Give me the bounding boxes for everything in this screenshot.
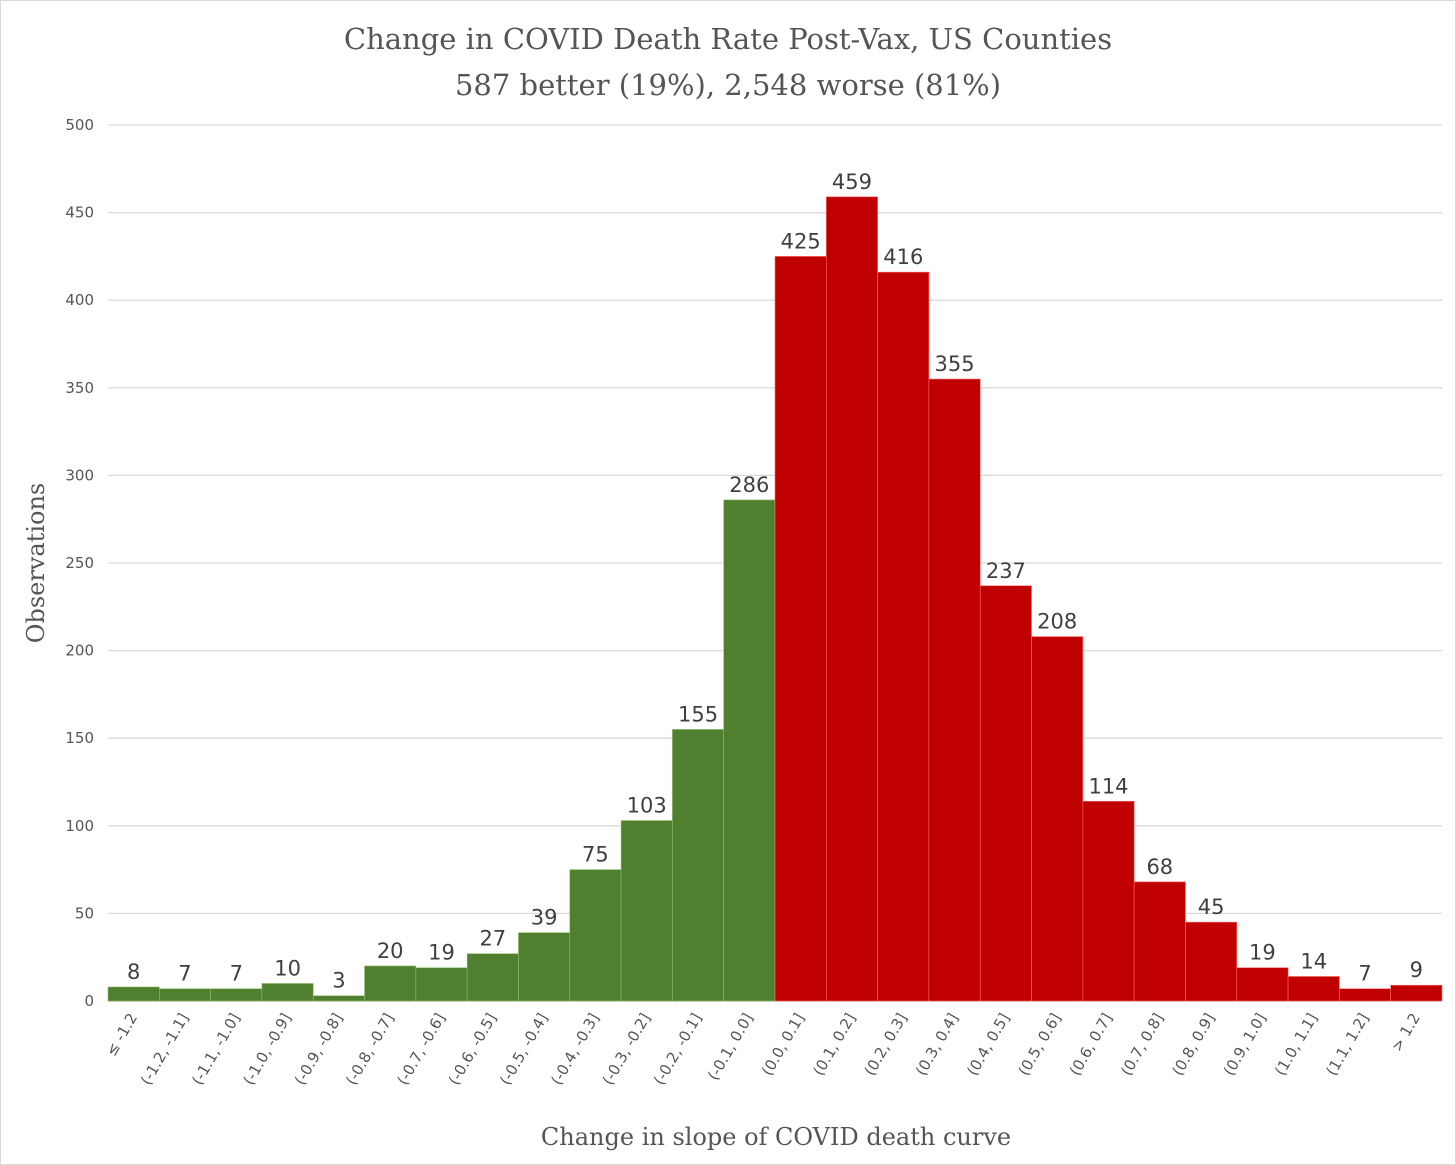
data-label: 286 bbox=[729, 473, 769, 497]
data-label: 68 bbox=[1146, 855, 1173, 879]
data-label: 459 bbox=[832, 170, 872, 194]
y-tick-label: 100 bbox=[65, 817, 94, 835]
x-tick-label: (-0.7, -0.6] bbox=[393, 1010, 448, 1088]
x-tick-label: > 1.2 bbox=[1388, 1010, 1424, 1055]
bar bbox=[979, 585, 1032, 1002]
chart-subtitle: 587 better (19%), 2,548 worse (81%) bbox=[455, 68, 1001, 102]
data-label: 39 bbox=[531, 906, 558, 930]
x-axis-ticks: ≤ -1.2(-1.2, -1.1](-1.1, -1.0](-1.0, -0.… bbox=[102, 1010, 1424, 1088]
x-tick-label: (-1.0, -0.9] bbox=[240, 1010, 295, 1088]
x-tick-label: (0.2, 0.3] bbox=[861, 1010, 911, 1079]
data-label: 8 bbox=[127, 960, 140, 984]
y-axis-label: Observations bbox=[22, 483, 50, 643]
bar bbox=[159, 988, 211, 1002]
x-tick-label: (-0.4, -0.3] bbox=[547, 1010, 602, 1088]
data-label: 45 bbox=[1198, 895, 1225, 919]
data-label: 10 bbox=[274, 956, 301, 980]
bar bbox=[1031, 636, 1084, 1002]
data-label: 20 bbox=[377, 939, 404, 963]
bar bbox=[364, 965, 417, 1002]
data-label: 7 bbox=[178, 962, 191, 986]
bar bbox=[774, 256, 827, 1002]
data-label: 237 bbox=[986, 559, 1026, 583]
bar bbox=[1082, 800, 1135, 1002]
bar bbox=[466, 953, 519, 1002]
x-tick-label: (0.3, 0.4] bbox=[912, 1010, 962, 1079]
bar bbox=[928, 378, 981, 1002]
x-tick-label: (-0.9, -0.8] bbox=[291, 1010, 346, 1088]
bar bbox=[672, 729, 724, 1002]
data-label: 3 bbox=[332, 969, 345, 993]
chart-title: Change in COVID Death Rate Post-Vax, US … bbox=[344, 22, 1112, 56]
data-label: 19 bbox=[428, 941, 455, 965]
data-label: 114 bbox=[1088, 774, 1128, 798]
data-label: 103 bbox=[627, 794, 667, 818]
data-label: 155 bbox=[678, 702, 718, 726]
x-tick-label: (-0.5, -0.4] bbox=[496, 1010, 551, 1088]
x-tick-label: ≤ -1.2 bbox=[102, 1010, 141, 1059]
data-label: 355 bbox=[935, 352, 975, 376]
bar bbox=[1133, 881, 1186, 1002]
x-tick-label: (0.4, 0.5] bbox=[963, 1010, 1013, 1079]
x-tick-label: (0.7, 0.8] bbox=[1117, 1010, 1167, 1079]
y-tick-label: 250 bbox=[65, 554, 94, 572]
data-label: 7 bbox=[1358, 962, 1371, 986]
x-tick-label: (-0.2, -0.1] bbox=[650, 1010, 705, 1088]
x-tick-label: (0.0, 0.1] bbox=[758, 1010, 808, 1079]
y-tick-label: 400 bbox=[65, 291, 94, 309]
y-tick-label: 0 bbox=[84, 992, 94, 1010]
x-tick-label: (-0.1, 0.0] bbox=[704, 1010, 757, 1083]
data-label: 7 bbox=[230, 962, 243, 986]
x-tick-label: (0.1, 0.2] bbox=[809, 1010, 859, 1079]
data-label: 425 bbox=[781, 229, 821, 253]
y-tick-label: 350 bbox=[65, 379, 94, 397]
x-tick-label: (-0.3, -0.2] bbox=[599, 1010, 654, 1088]
bar bbox=[1390, 984, 1443, 1002]
bar bbox=[620, 820, 673, 1002]
bar bbox=[518, 932, 571, 1002]
data-label: 208 bbox=[1037, 610, 1077, 634]
data-label: 416 bbox=[883, 245, 923, 269]
bar bbox=[569, 869, 622, 1002]
x-tick-label: (0.6, 0.7] bbox=[1066, 1010, 1116, 1079]
x-tick-label: (1.0, 1.1] bbox=[1271, 1010, 1321, 1079]
x-tick-label: (0.9, 1.0] bbox=[1220, 1010, 1270, 1079]
data-label: 75 bbox=[582, 843, 609, 867]
bars bbox=[107, 196, 1443, 1002]
y-axis-ticks: 0 50 100 150 200 250 300 350 400 450 500 bbox=[65, 116, 94, 1010]
x-tick-label: (0.5, 0.6] bbox=[1015, 1010, 1065, 1079]
bar bbox=[1185, 921, 1238, 1002]
bar bbox=[1236, 967, 1289, 1002]
x-tick-label: (0.8, 0.9] bbox=[1169, 1010, 1219, 1079]
x-tick-label: (1.1, 1.2] bbox=[1322, 1010, 1372, 1079]
data-label: 19 bbox=[1249, 941, 1276, 965]
y-tick-label: 450 bbox=[65, 204, 94, 222]
data-label: 9 bbox=[1410, 958, 1423, 982]
x-tick-label: (-1.1, -1.0] bbox=[188, 1010, 243, 1088]
bar bbox=[1287, 976, 1340, 1002]
bar bbox=[107, 986, 160, 1002]
bar bbox=[261, 983, 314, 1002]
bar bbox=[312, 995, 365, 1002]
bar bbox=[723, 499, 776, 1002]
x-axis-label: Change in slope of COVID death curve bbox=[541, 1123, 1011, 1151]
x-tick-label: (-0.8, -0.7] bbox=[342, 1010, 397, 1088]
bar bbox=[877, 271, 930, 1002]
bar bbox=[1339, 988, 1391, 1002]
y-tick-label: 150 bbox=[65, 729, 94, 747]
bar bbox=[826, 196, 878, 1002]
data-label: 14 bbox=[1300, 949, 1327, 973]
y-tick-label: 50 bbox=[75, 904, 94, 922]
bar bbox=[415, 967, 468, 1002]
x-tick-label: (-1.2, -1.1] bbox=[137, 1010, 192, 1088]
x-tick-label: (-0.6, -0.5] bbox=[445, 1010, 500, 1088]
y-tick-label: 200 bbox=[65, 642, 94, 660]
y-tick-label: 500 bbox=[65, 116, 94, 134]
bar bbox=[210, 988, 263, 1002]
y-tick-label: 300 bbox=[65, 466, 94, 484]
data-label: 27 bbox=[479, 927, 506, 951]
